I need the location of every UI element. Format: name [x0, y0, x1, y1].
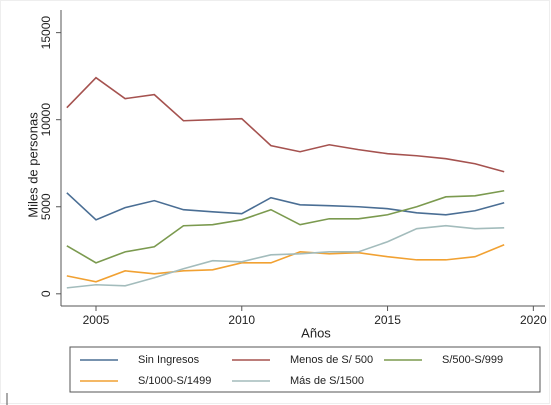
x-tick-label: 2005 [83, 313, 110, 327]
legend-label: Más de S/1500 [290, 375, 364, 387]
line [66, 76, 505, 173]
y-tick-label: 5000 [39, 193, 53, 220]
x-axis-label: Años [301, 325, 331, 340]
y-tick-label: 10000 [39, 103, 53, 137]
x-tick-label: 2015 [374, 313, 401, 327]
legend-label: Menos de S/ 500 [290, 354, 373, 366]
line [66, 192, 505, 221]
legend-label: Sin Ingresos [138, 354, 200, 366]
y-tick-label: 15000 [39, 16, 53, 50]
line [66, 189, 505, 264]
line [66, 243, 505, 283]
legend-box [69, 346, 541, 393]
legend-label: S/1000-S/1499 [138, 375, 211, 387]
y-axis-label: Miles de personas [25, 112, 40, 218]
legend-label: S/500-S/999 [442, 354, 503, 366]
y-tick-label: 0 [39, 290, 53, 297]
x-tick-label: 2020 [520, 313, 547, 327]
line [66, 224, 505, 289]
x-tick-label: 2010 [228, 313, 255, 327]
